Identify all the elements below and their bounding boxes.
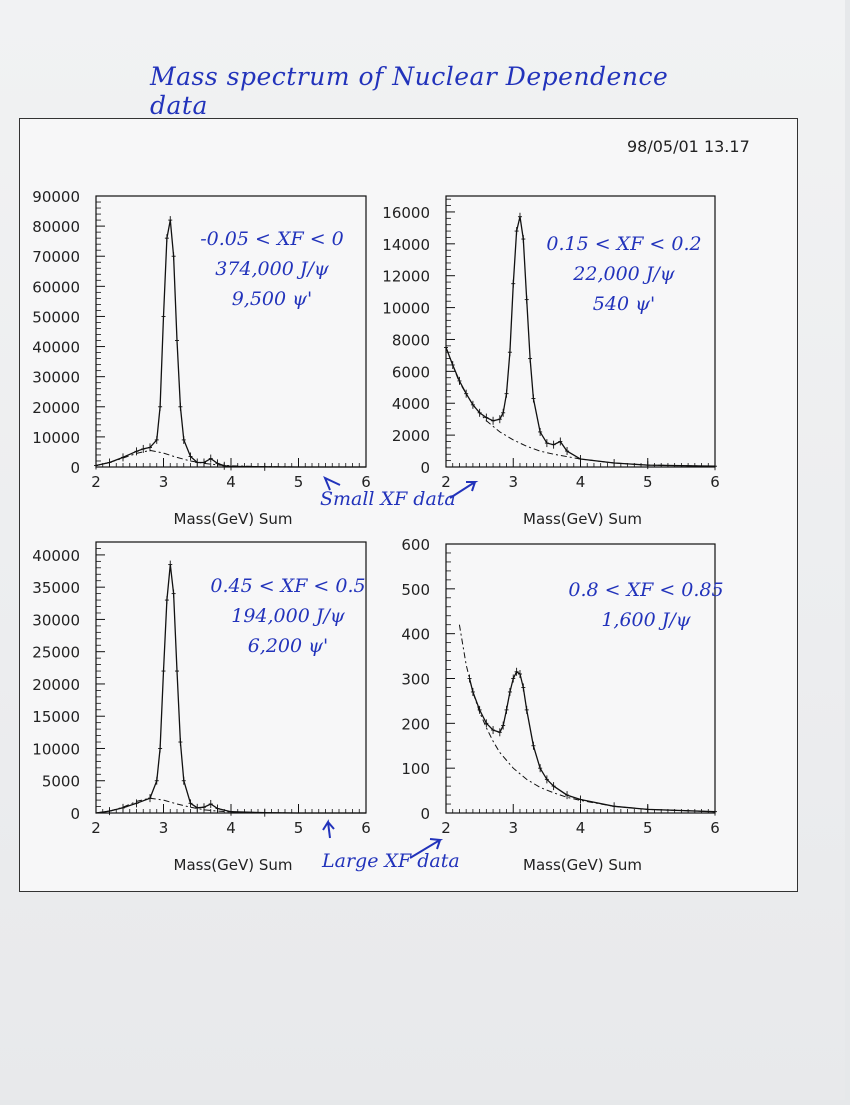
x-tick-label: 4 [226, 473, 236, 491]
x-tick-label: 2 [91, 473, 101, 491]
y-tick-label: 10000 [32, 429, 80, 447]
annotation-label: 374,000 J/ψ [215, 258, 330, 280]
y-tick-label: 6000 [392, 363, 430, 381]
chart-panel-4: 0 100 200 300 400 500 600 2 3 4 5 6 Mass(GeV) Sum 0.8… [401, 536, 723, 874]
handwritten-title: Mass spectrum of Nuclear Dependence data [150, 62, 669, 120]
x-tick-label: 2 [441, 473, 451, 491]
x-tick-label: 3 [508, 819, 518, 837]
y-tick-label: 600 [401, 536, 430, 554]
y-tick-label: 10000 [382, 300, 430, 318]
annotation-label: 0.8 < XF < 0.85 [568, 579, 723, 601]
annotation-label: 6,200 ψ' [248, 635, 329, 657]
y-tick-label: 300 [401, 671, 430, 689]
y-tick-label: 70000 [32, 248, 80, 266]
background-curve [95, 449, 366, 468]
y-tick-label: 40000 [32, 547, 80, 565]
annotation-label: 9,500 ψ' [232, 288, 313, 310]
annotation-label: 0.15 < XF < 0.2 [546, 233, 701, 255]
y-tick-label: 12000 [382, 268, 430, 286]
y-tick-label: 5000 [42, 773, 80, 791]
y-tick-label: 60000 [32, 278, 80, 296]
background-curve [445, 347, 716, 467]
handwritten-arrow [409, 838, 444, 859]
y-tick-label: 0 [70, 459, 80, 477]
x-tick-label: 6 [361, 473, 371, 491]
y-tick-label: 10000 [32, 740, 80, 758]
x-axis-label: Mass(GeV) Sum [523, 856, 642, 874]
annotation-label: 1,600 J/ψ [601, 609, 691, 631]
y-tick-label: 16000 [382, 204, 430, 222]
x-tick-label: 5 [294, 819, 304, 837]
y-tick-label: 500 [401, 581, 430, 599]
y-tick-label: 8000 [392, 331, 430, 349]
annotation-label: 194,000 J/ψ [231, 605, 346, 627]
y-tick-label: 90000 [32, 188, 80, 206]
chart-panel-2: 0 2000 4000 6000 8000 10000 12000 14000 16000 2 3 4… [382, 195, 720, 528]
y-tick-label: 40000 [32, 339, 80, 357]
y-tick-label: 15000 [32, 708, 80, 726]
x-tick-label: 2 [441, 819, 451, 837]
y-tick-label: 400 [401, 626, 430, 644]
x-tick-label: 5 [643, 819, 653, 837]
y-tick-label: 14000 [382, 236, 430, 254]
x-tick-label: 6 [361, 819, 371, 837]
x-tick-label: 6 [710, 819, 720, 837]
x-tick-label: 3 [508, 473, 518, 491]
fit-curve [445, 216, 716, 467]
y-tick-label: 35000 [32, 579, 80, 597]
x-tick-label: 4 [226, 819, 236, 837]
y-tick-label: 200 [401, 715, 430, 733]
plot-frame [19, 118, 798, 892]
x-tick-label: 5 [643, 473, 653, 491]
y-tick-label: 25000 [32, 644, 80, 662]
x-tick-label: 6 [710, 473, 720, 491]
annotation-label: 0.45 < XF < 0.5 [210, 575, 365, 597]
y-tick-label: 20000 [32, 676, 80, 694]
y-tick-label: 4000 [392, 395, 430, 413]
background-curve [95, 797, 366, 814]
x-tick-label: 4 [576, 473, 586, 491]
x-tick-label: 5 [294, 473, 304, 491]
timestamp: 98/05/01 13.17 [627, 137, 750, 156]
x-tick-label: 4 [576, 819, 586, 837]
handwritten-arrow [323, 476, 341, 491]
x-axis-label: Mass(GeV) Sum [174, 510, 293, 528]
y-tick-label: 50000 [32, 308, 80, 326]
fit-curve [468, 670, 716, 813]
chart-panel-1: 0 10000 20000 30000 40000 50000 60000 70000 8000… [32, 188, 370, 528]
y-tick-label: 100 [401, 760, 430, 778]
handwritten-arrow [322, 819, 335, 839]
x-tick-label: 2 [91, 819, 101, 837]
large-xf-note: Large XF data [322, 850, 460, 872]
y-tick-label: 80000 [32, 218, 80, 236]
y-tick-label: 30000 [32, 369, 80, 387]
x-axis-label: Mass(GeV) Sum [523, 510, 642, 528]
y-tick-label: 30000 [32, 611, 80, 629]
x-tick-label: 3 [159, 473, 169, 491]
y-tick-label: 20000 [32, 399, 80, 417]
y-tick-label: 0 [420, 805, 430, 823]
chart-panel-3: 0 5000 10000 15000 20000 25000 30000 35000 40000… [32, 541, 371, 874]
y-tick-label: 0 [420, 459, 430, 477]
x-tick-label: 3 [159, 819, 169, 837]
annotation-label: 540 ψ' [593, 293, 655, 315]
handwritten-arrow [449, 481, 479, 499]
y-tick-label: 2000 [392, 427, 430, 445]
x-axis-label: Mass(GeV) Sum [174, 856, 293, 874]
annotation-label: 22,000 J/ψ [572, 263, 676, 285]
y-tick-label: 0 [70, 805, 80, 823]
annotation-label: -0.05 < XF < 0 [200, 228, 344, 250]
background-curve [458, 624, 716, 813]
small-xf-note: Small XF data [320, 488, 456, 510]
fit-curve [95, 564, 366, 814]
